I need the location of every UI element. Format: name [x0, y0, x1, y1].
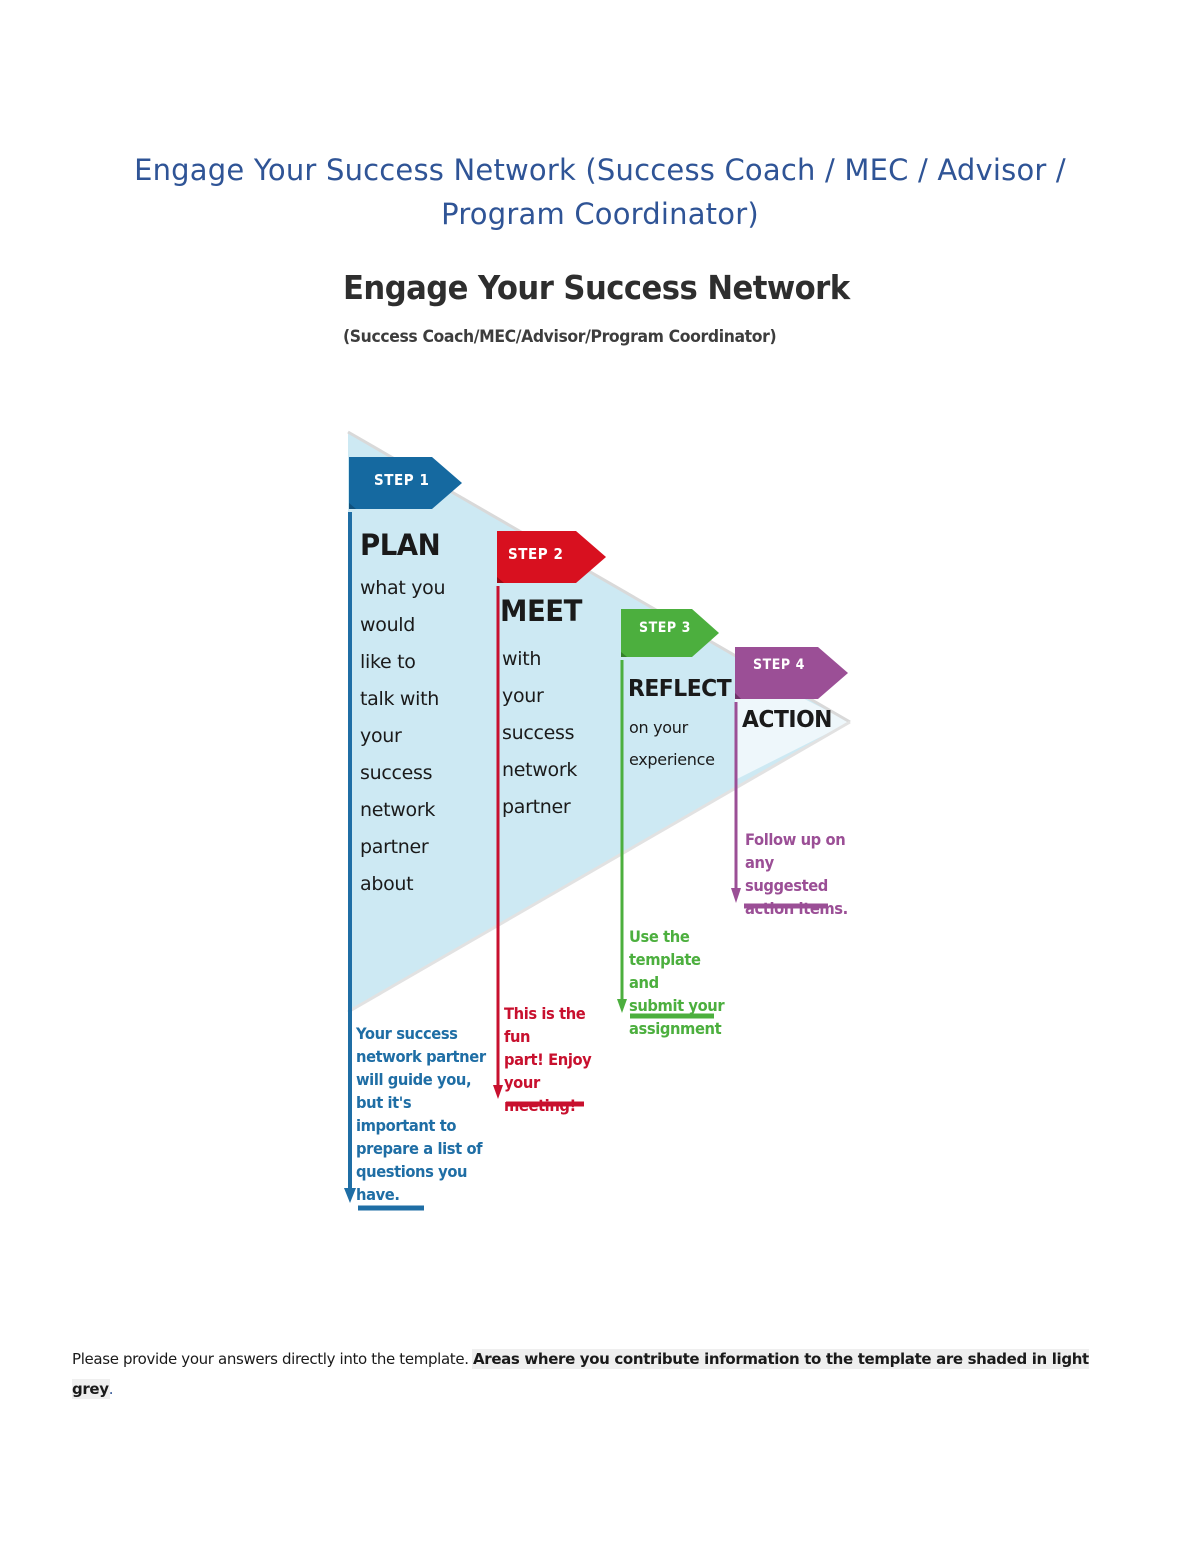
infographic-title: Engage Your Success Network	[343, 268, 850, 307]
step-3-heading: REFLECT	[628, 676, 732, 702]
step-4-heading: ACTION	[742, 707, 832, 733]
footer-trailing-text: .	[108, 1380, 114, 1398]
footer-instructions: Please provide your answers directly int…	[72, 1344, 1112, 1404]
step-4-banner-label: STEP 4	[753, 657, 805, 673]
step-4-note: Follow up on any suggested action items.	[745, 830, 848, 918]
step-3-note: Use the template and submit your assignm…	[629, 927, 725, 1038]
infographic-subtitle: (Success Coach/MEC/Advisor/Program Coord…	[343, 327, 777, 347]
step-2-body: with your success network partner	[502, 648, 578, 818]
step-4-banner[interactable]	[735, 647, 848, 699]
page-title: Engage Your Success Network (Success Coa…	[134, 153, 1066, 231]
step-3-body: on your experience	[629, 718, 715, 769]
step-1-note: Your success network partner will guide …	[356, 1024, 486, 1204]
infographic: Engage Your Success Network (Success Coa…	[343, 268, 851, 1211]
step-2-banner-label: STEP 2	[508, 545, 564, 563]
footer-plain-text: Please provide your answers directly int…	[72, 1350, 474, 1368]
step-2-heading: MEET	[500, 594, 582, 628]
step-3-banner-label: STEP 3	[639, 620, 691, 636]
step-1-body: what you would like to talk with your su…	[360, 577, 446, 895]
step-1-banner-label: STEP 1	[374, 471, 430, 489]
step-2-note: This is the fun part! Enjoy your meeting…	[504, 1004, 592, 1115]
step-1-heading: PLAN	[360, 528, 441, 562]
